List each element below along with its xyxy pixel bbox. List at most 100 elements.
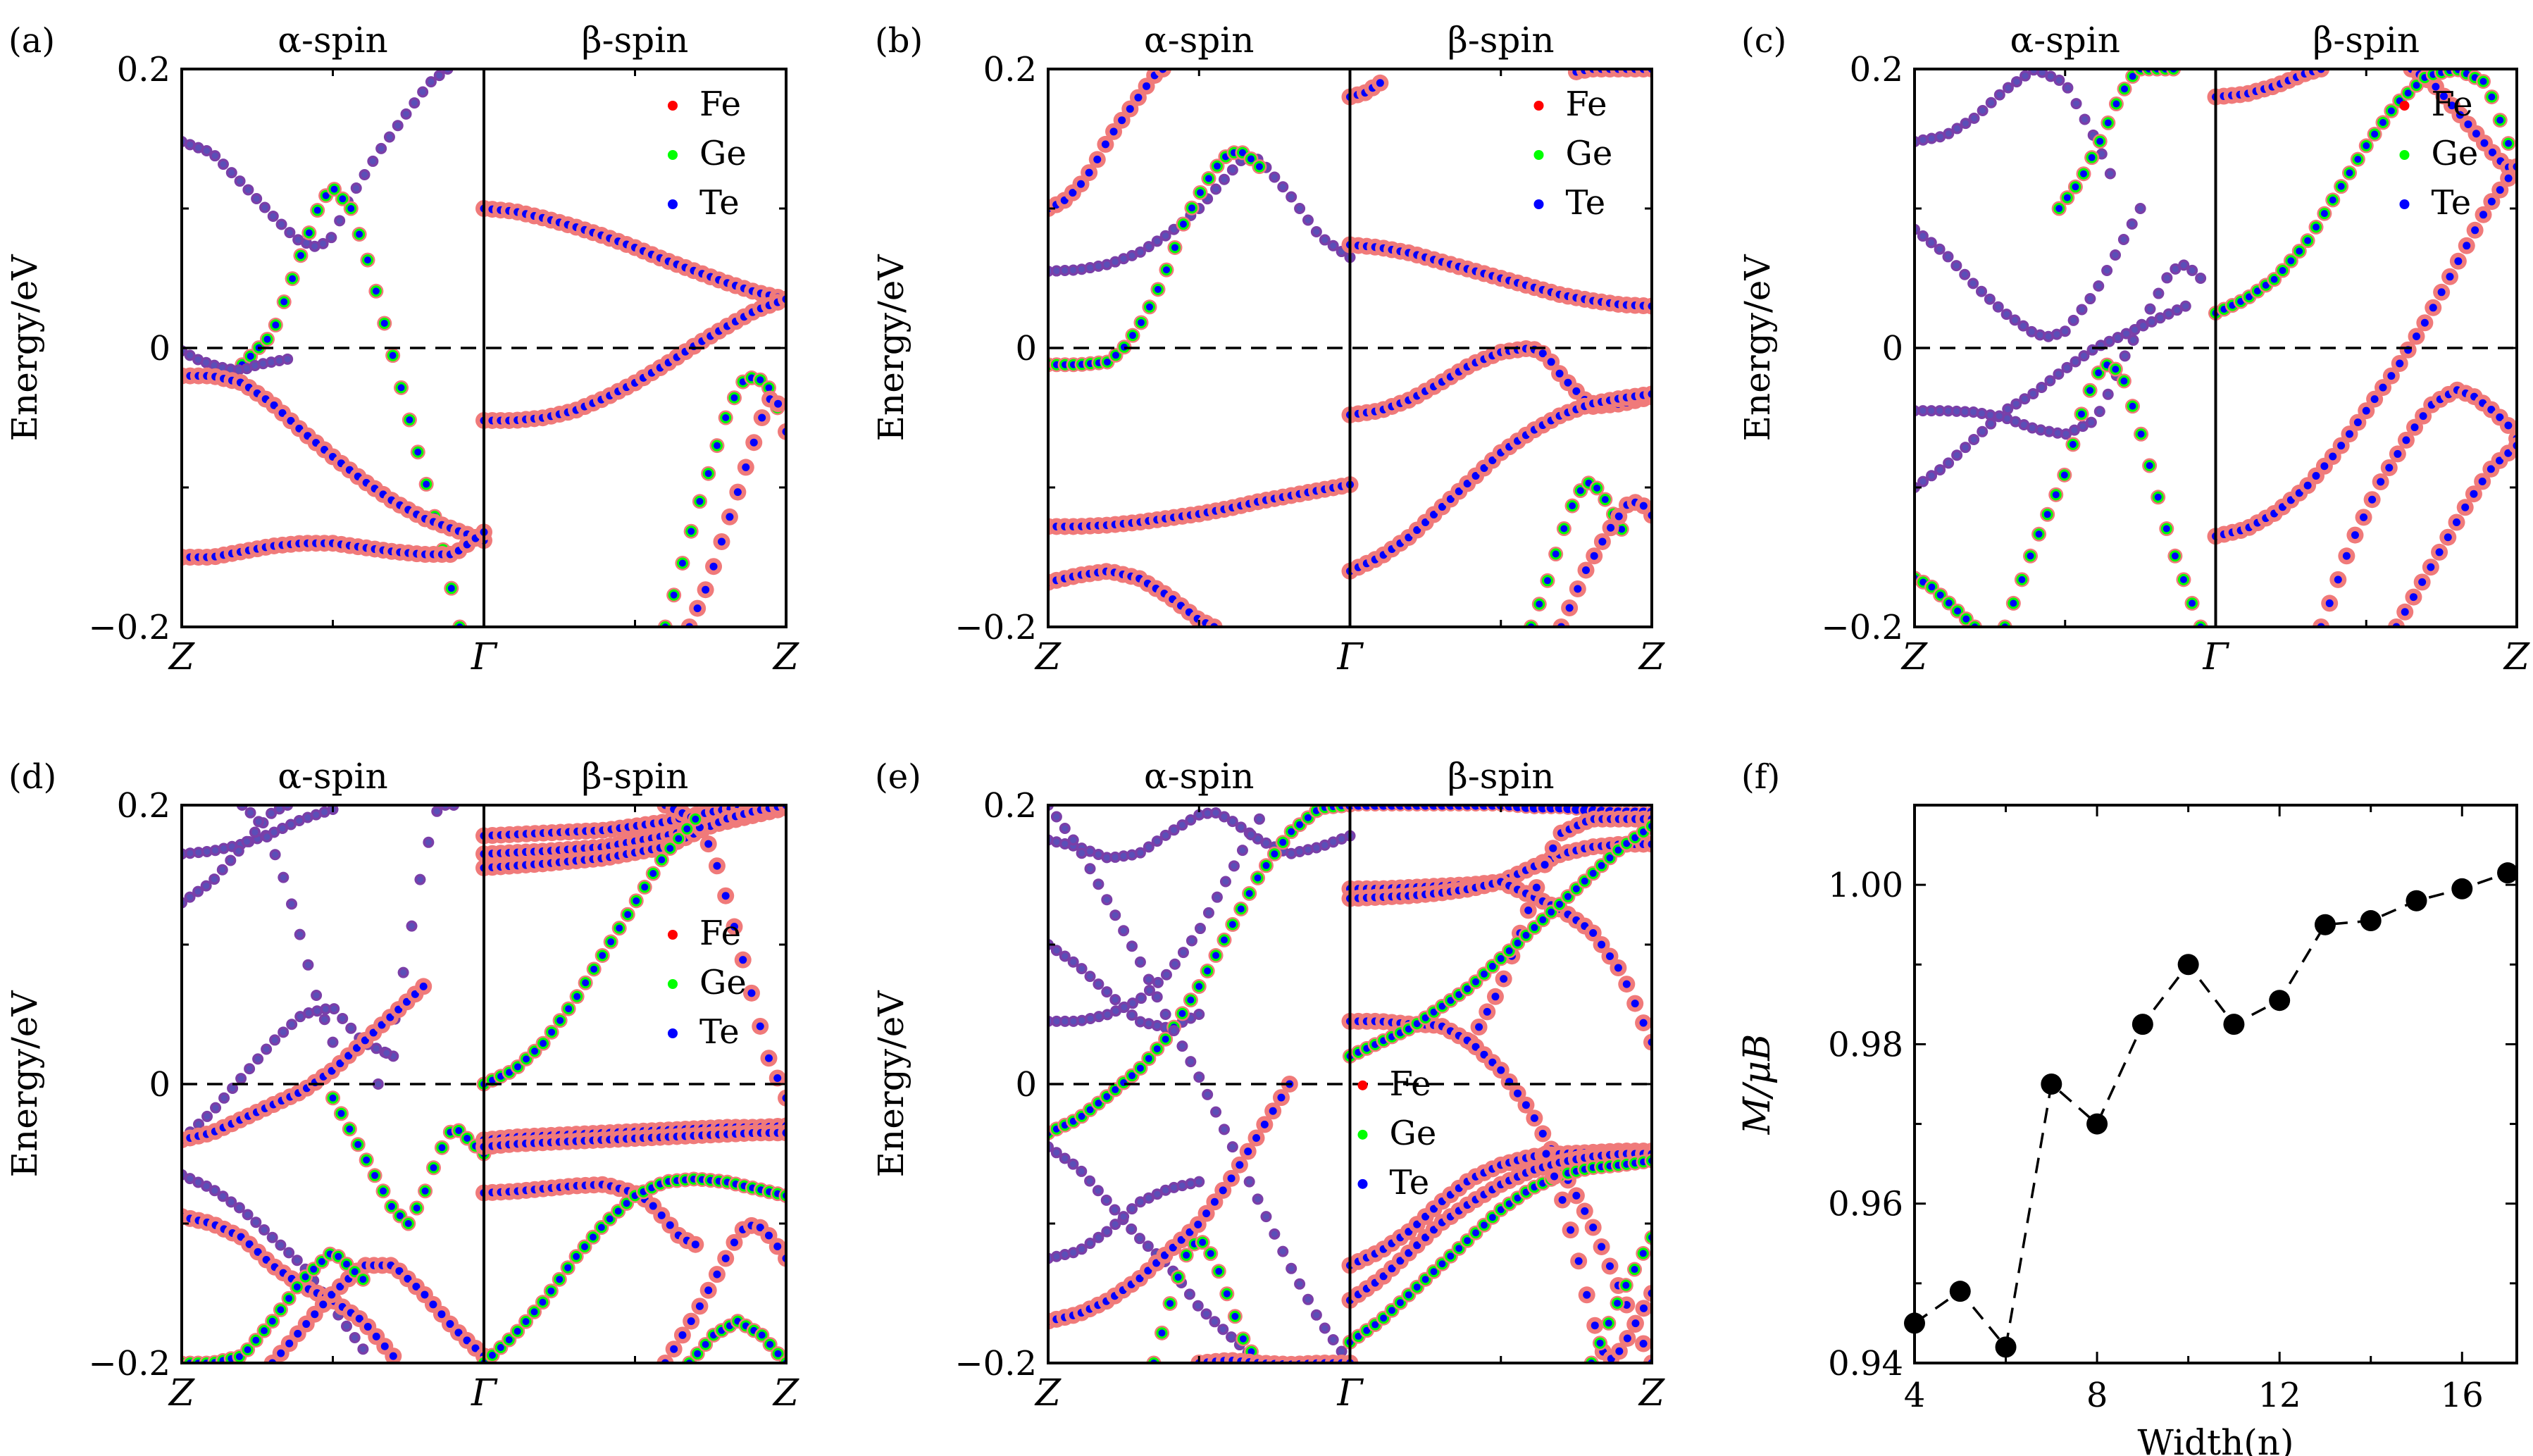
te-point <box>2453 518 2460 526</box>
te-point <box>2354 156 2362 163</box>
te-point <box>1087 973 1094 980</box>
te-point <box>1103 896 1110 903</box>
fe-halo-point <box>2313 618 2330 627</box>
te-point <box>597 1224 605 1231</box>
te-point <box>2439 92 2448 100</box>
fe-halo-point <box>1643 1285 1652 1302</box>
te-point <box>1405 1291 1412 1299</box>
te-point <box>2072 183 2079 191</box>
fe-halo-point <box>2508 437 2517 454</box>
te-point <box>1062 825 1069 832</box>
te-point <box>1288 1265 1295 1272</box>
legend-label-ge: Ge <box>2432 134 2479 173</box>
k-point-label: Z <box>168 636 195 678</box>
te-point <box>2039 69 2046 76</box>
te-point <box>1355 1333 1362 1340</box>
te-point <box>1207 1250 1214 1257</box>
te-point <box>229 843 235 850</box>
te-point <box>1548 908 1555 916</box>
te-point <box>404 1274 412 1283</box>
te-point <box>1085 168 1093 177</box>
te-point <box>2122 352 2129 359</box>
te-point <box>194 888 201 895</box>
te-point <box>336 1059 344 1068</box>
te-point <box>2182 303 2189 310</box>
te-point <box>195 144 202 151</box>
te-point <box>344 1052 353 1060</box>
te-point <box>2505 139 2513 147</box>
y-tick-label: −0.2 <box>954 1344 1037 1383</box>
te-point <box>2129 220 2136 228</box>
panel-plot-d <box>182 805 786 1363</box>
te-point <box>361 1036 369 1045</box>
te-point <box>1271 850 1278 858</box>
te-point <box>336 1282 344 1290</box>
y-tick-label: 0 <box>1015 1065 1037 1105</box>
te-point <box>1480 1050 1488 1059</box>
te-point <box>704 1286 713 1295</box>
te-point <box>2120 236 2127 243</box>
legend-label-fe: Fe <box>1390 1064 1431 1104</box>
te-point <box>211 876 218 883</box>
te-point <box>270 401 278 409</box>
te-point <box>589 1233 597 1241</box>
te-point <box>253 195 260 202</box>
te-point <box>2103 267 2110 274</box>
te-point <box>364 256 371 264</box>
legend-label-ge: Ge <box>1390 1114 1437 1153</box>
te-point <box>692 815 699 823</box>
te-point <box>294 1329 302 1338</box>
te-point <box>1605 1319 1612 1327</box>
te-point <box>2045 333 2052 340</box>
te-point <box>251 362 259 369</box>
te-point <box>1196 189 1204 197</box>
y-tick-label: 1.00 <box>1828 866 1903 905</box>
te-point <box>2470 490 2478 498</box>
te-point <box>1205 909 1212 916</box>
te-point <box>2157 314 2164 321</box>
te-point <box>1112 911 1119 919</box>
legend-marker-te <box>668 1028 678 1038</box>
te-point <box>277 1306 285 1314</box>
te-point <box>2104 119 2112 127</box>
te-point <box>581 1243 588 1250</box>
te-point <box>261 1327 268 1335</box>
te-point <box>387 1202 395 1210</box>
te-point <box>1538 1129 1547 1138</box>
te-point <box>1313 1312 1320 1319</box>
te-point <box>1214 894 1221 901</box>
te-point <box>1246 1178 1253 1186</box>
te-point <box>749 438 758 447</box>
te-point <box>347 1025 354 1032</box>
te-point <box>1255 835 1262 842</box>
te-point <box>582 979 590 987</box>
te-point <box>2420 318 2429 327</box>
alpha-band <box>1048 69 1171 217</box>
te-point <box>2480 139 2489 147</box>
te-point <box>305 1009 312 1016</box>
te-point <box>412 1282 421 1290</box>
te-point <box>1598 940 1606 949</box>
te-point <box>1145 303 1153 311</box>
te-point <box>2279 267 2286 274</box>
te-point <box>2148 318 2155 325</box>
te-point <box>1622 1301 1631 1309</box>
te-point <box>1979 428 1986 435</box>
te-point <box>1112 1085 1119 1093</box>
te-point <box>1614 512 1623 521</box>
legend-label-te: Te <box>1390 1163 1430 1202</box>
te-point <box>2413 332 2420 340</box>
te-point <box>1101 140 1109 149</box>
alpha-band <box>1997 357 2208 627</box>
te-point <box>1471 472 1480 480</box>
te-point <box>280 1028 287 1035</box>
te-point <box>2429 304 2437 312</box>
te-point <box>1919 232 1927 239</box>
te-point <box>1112 1207 1119 1214</box>
te-point <box>1205 175 1212 182</box>
te-point <box>649 870 657 878</box>
te-point <box>297 931 304 938</box>
te-point <box>2098 151 2105 158</box>
te-point <box>1187 816 1194 823</box>
te-point <box>1581 877 1588 885</box>
